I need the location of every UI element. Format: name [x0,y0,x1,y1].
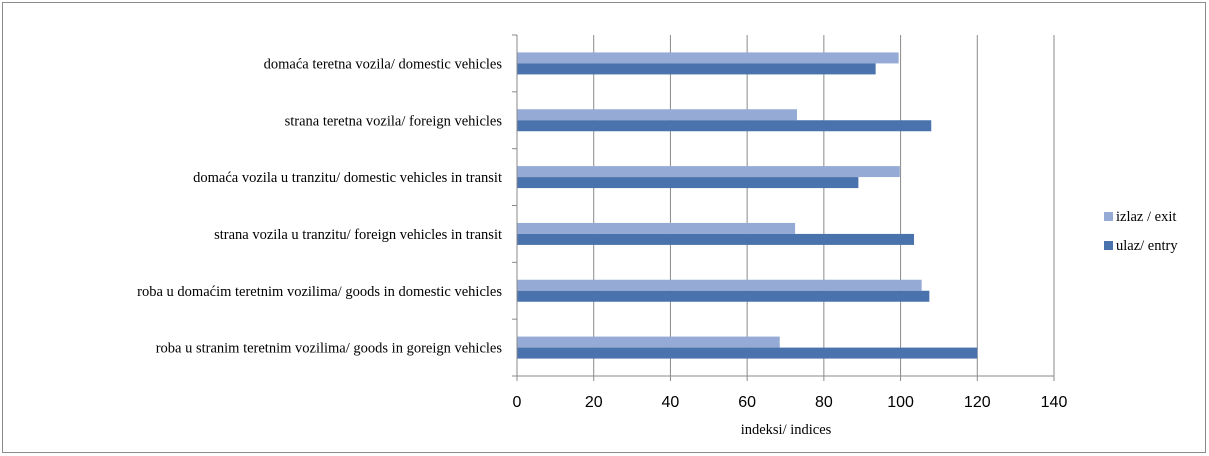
legend-label-exit: izlaz / exit [1116,209,1176,225]
x-axis-title: indeksi/ indices [741,422,832,438]
tick-labels: 0 20 40 60 80 100 120 140 [513,394,1068,411]
bar-entry [517,177,859,189]
bar-exit [517,109,798,121]
x-tick-label: 80 [815,394,833,411]
bar-exit [517,279,922,291]
x-tick-label: 120 [964,394,991,411]
x-tick-label: 100 [887,394,914,411]
legend-swatch-entry [1104,241,1113,250]
legend-label-entry: ulaz/ entry [1116,238,1178,254]
gridlines [593,35,1055,376]
x-tick-label: 40 [662,394,680,411]
bars [517,52,978,359]
bar-entry [517,290,930,302]
legend-swatch-exit [1104,212,1113,221]
category-label: roba u domaćim teretnim vozilima/ goods … [137,284,502,300]
category-label: strana vozila u tranzitu/ foreign vehicl… [214,227,502,243]
bar-exit [517,166,900,178]
bar-entry [517,347,978,359]
category-labels: domaća teretna vozila/ domestic vehicles… [137,56,502,356]
bar-entry [517,63,876,75]
bar-exit [517,222,796,234]
category-label: domaća vozila u tranzitu/ domestic vehic… [193,170,502,186]
bar-entry [517,120,932,132]
category-label: strana teretna vozila/ foreign vehicles [285,113,503,129]
bar-entry [517,233,914,245]
x-tick-label: 140 [1041,394,1068,411]
legend: izlaz / exit ulaz/ entry [1104,209,1178,254]
category-label: domaća teretna vozila/ domestic vehicles [264,56,503,72]
x-tick-label: 20 [585,394,603,411]
axes [512,34,1055,381]
bar-exit [517,52,899,64]
category-label: roba u stranim teretnim vozilima/ goods … [156,341,503,357]
x-tick-label: 0 [513,394,522,411]
x-tick-label: 60 [738,394,756,411]
bar-exit [517,336,780,348]
